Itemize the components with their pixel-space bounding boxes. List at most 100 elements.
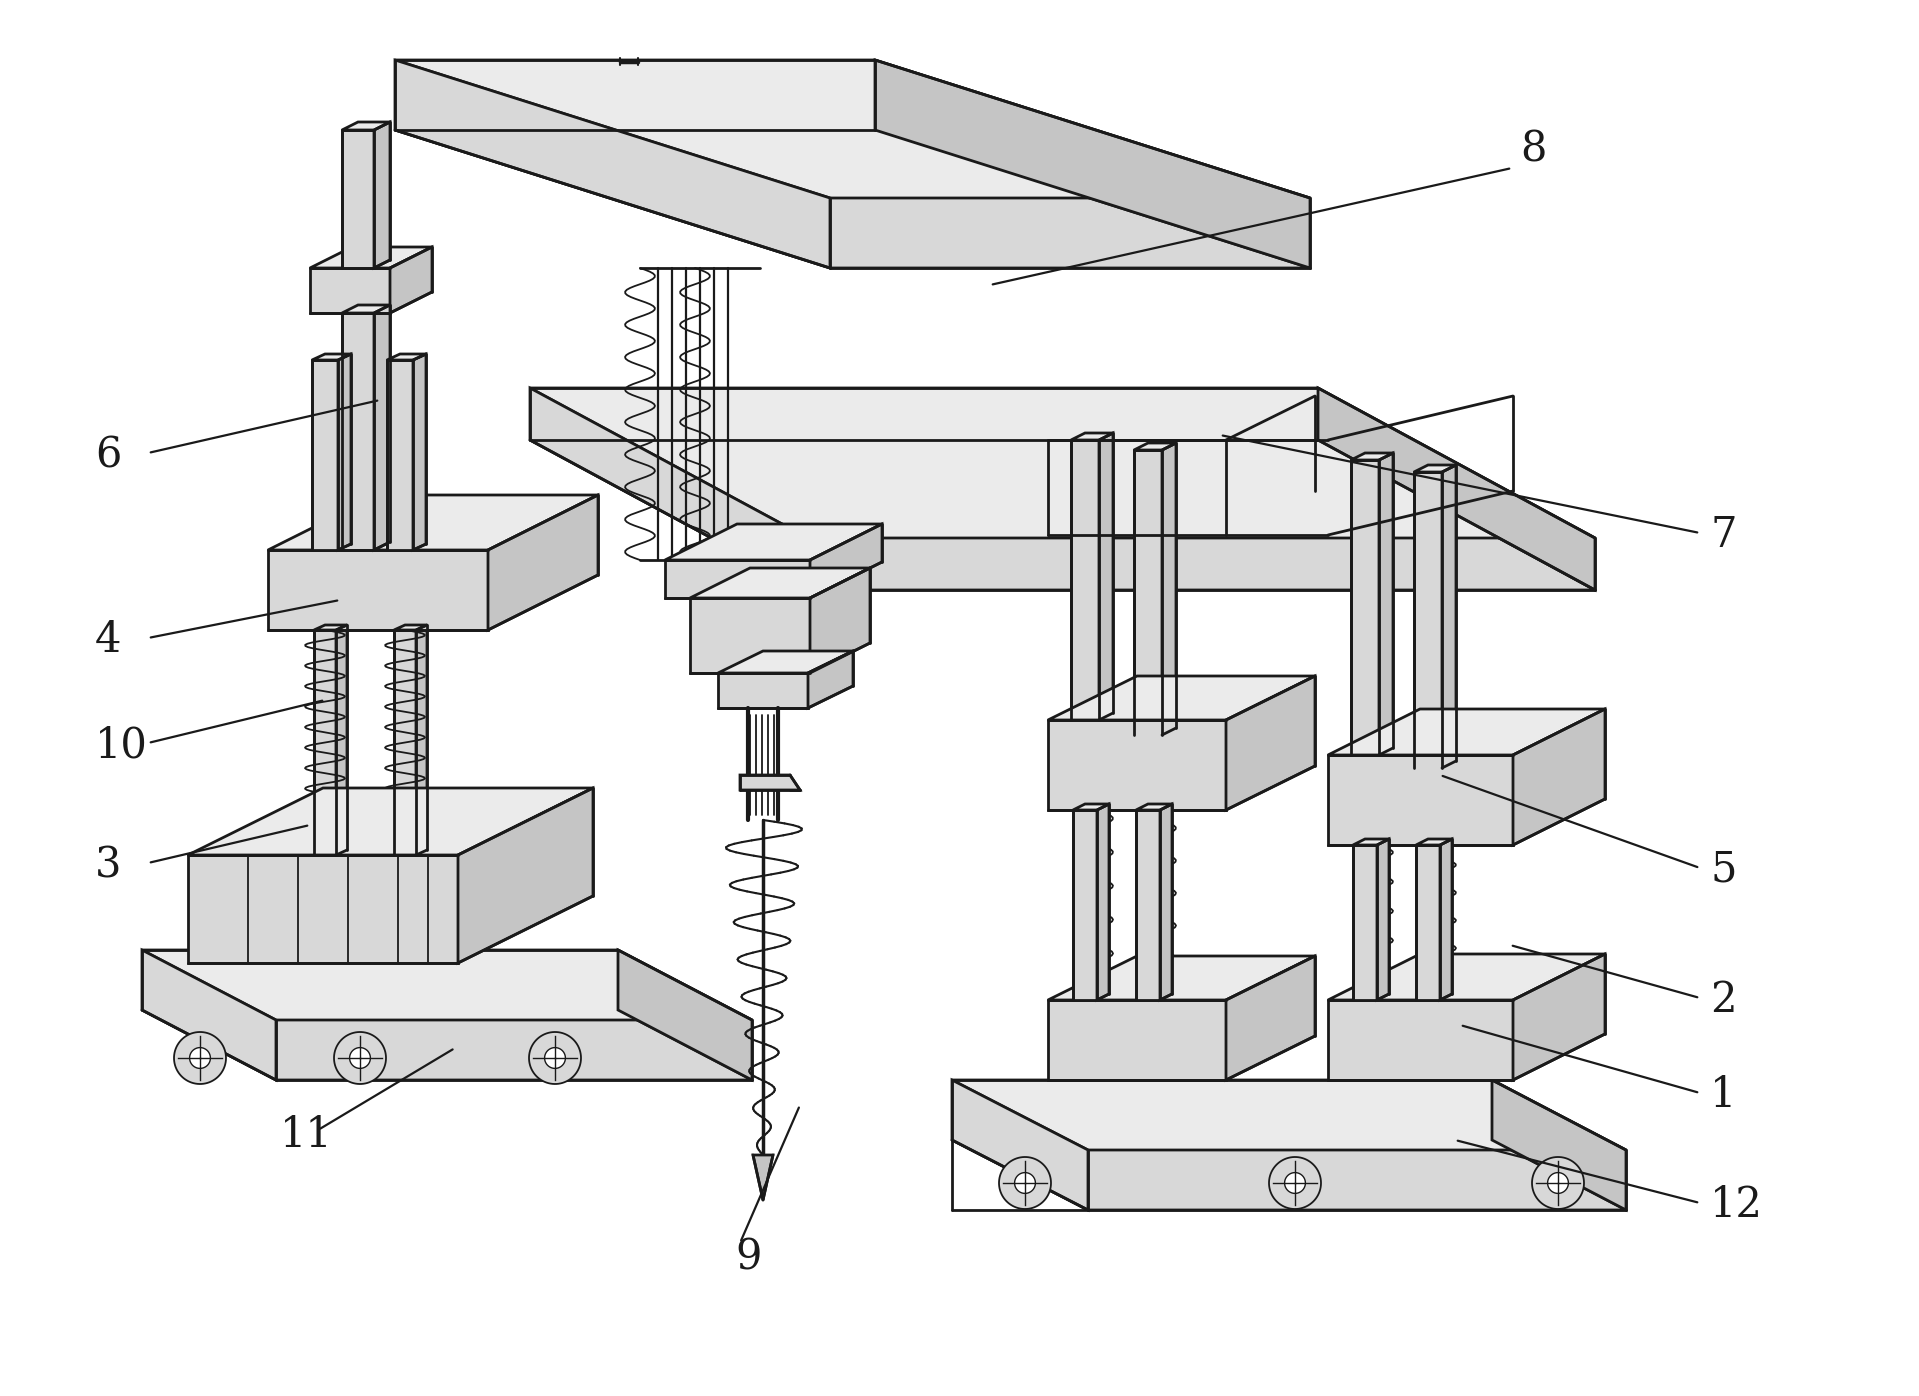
Polygon shape bbox=[810, 568, 869, 673]
Polygon shape bbox=[1136, 804, 1173, 810]
Polygon shape bbox=[1073, 804, 1109, 810]
Polygon shape bbox=[1328, 1000, 1512, 1081]
Polygon shape bbox=[395, 130, 1311, 268]
Polygon shape bbox=[691, 568, 869, 597]
Polygon shape bbox=[1071, 440, 1100, 720]
Polygon shape bbox=[390, 247, 432, 313]
Polygon shape bbox=[374, 121, 390, 268]
Polygon shape bbox=[952, 1081, 1625, 1150]
Polygon shape bbox=[1353, 845, 1378, 1000]
Polygon shape bbox=[952, 1081, 1088, 1210]
Polygon shape bbox=[1416, 845, 1439, 1000]
Polygon shape bbox=[1048, 956, 1315, 1000]
Polygon shape bbox=[1071, 433, 1113, 440]
Polygon shape bbox=[313, 360, 338, 550]
Polygon shape bbox=[1318, 388, 1595, 591]
Polygon shape bbox=[336, 625, 347, 854]
Text: 4: 4 bbox=[96, 618, 121, 660]
Polygon shape bbox=[1284, 1173, 1305, 1194]
Polygon shape bbox=[1226, 956, 1315, 1081]
Polygon shape bbox=[142, 951, 752, 1020]
Polygon shape bbox=[1512, 953, 1604, 1081]
Polygon shape bbox=[142, 951, 276, 1081]
Polygon shape bbox=[416, 625, 428, 854]
Polygon shape bbox=[1414, 472, 1441, 768]
Polygon shape bbox=[142, 1009, 752, 1081]
Polygon shape bbox=[666, 560, 810, 597]
Text: 6: 6 bbox=[96, 434, 121, 476]
Polygon shape bbox=[530, 440, 1595, 591]
Polygon shape bbox=[741, 775, 800, 790]
Polygon shape bbox=[1351, 452, 1393, 461]
Polygon shape bbox=[395, 60, 831, 268]
Polygon shape bbox=[718, 651, 854, 673]
Polygon shape bbox=[545, 1047, 566, 1068]
Polygon shape bbox=[1353, 839, 1389, 845]
Polygon shape bbox=[1547, 1173, 1568, 1194]
Polygon shape bbox=[618, 951, 752, 1081]
Polygon shape bbox=[1048, 676, 1315, 720]
Polygon shape bbox=[1098, 804, 1109, 1000]
Polygon shape bbox=[530, 388, 1595, 537]
Polygon shape bbox=[1328, 755, 1512, 845]
Text: 12: 12 bbox=[1710, 1184, 1764, 1226]
Text: 10: 10 bbox=[96, 725, 148, 766]
Polygon shape bbox=[1531, 1157, 1583, 1209]
Polygon shape bbox=[1159, 804, 1173, 1000]
Polygon shape bbox=[1268, 1157, 1320, 1209]
Polygon shape bbox=[311, 247, 432, 268]
Polygon shape bbox=[1134, 450, 1163, 736]
Text: 2: 2 bbox=[1710, 979, 1737, 1020]
Polygon shape bbox=[1100, 433, 1113, 720]
Polygon shape bbox=[530, 1032, 581, 1085]
Text: 11: 11 bbox=[280, 1114, 332, 1156]
Polygon shape bbox=[1416, 839, 1453, 845]
Text: 9: 9 bbox=[735, 1237, 762, 1279]
Text: 3: 3 bbox=[96, 845, 121, 886]
Polygon shape bbox=[395, 60, 1311, 198]
Polygon shape bbox=[1328, 709, 1604, 755]
Polygon shape bbox=[175, 1032, 226, 1085]
Polygon shape bbox=[530, 388, 808, 591]
Polygon shape bbox=[487, 496, 599, 630]
Polygon shape bbox=[1491, 1081, 1625, 1210]
Text: 7: 7 bbox=[1710, 514, 1737, 556]
Polygon shape bbox=[1048, 720, 1226, 810]
Polygon shape bbox=[388, 360, 413, 550]
Polygon shape bbox=[338, 355, 351, 550]
Polygon shape bbox=[393, 625, 428, 630]
Polygon shape bbox=[1351, 461, 1380, 755]
Polygon shape bbox=[188, 854, 459, 963]
Polygon shape bbox=[1000, 1157, 1052, 1209]
Text: 5: 5 bbox=[1710, 849, 1737, 891]
Polygon shape bbox=[349, 1047, 370, 1068]
Polygon shape bbox=[313, 355, 351, 360]
Polygon shape bbox=[952, 1141, 1625, 1210]
Polygon shape bbox=[1380, 452, 1393, 755]
Polygon shape bbox=[190, 1047, 211, 1068]
Polygon shape bbox=[342, 313, 374, 550]
Polygon shape bbox=[1414, 465, 1457, 472]
Polygon shape bbox=[752, 1154, 773, 1201]
Polygon shape bbox=[315, 625, 347, 630]
Polygon shape bbox=[810, 524, 883, 597]
Polygon shape bbox=[388, 355, 426, 360]
Polygon shape bbox=[342, 121, 390, 130]
Polygon shape bbox=[1226, 676, 1315, 810]
Polygon shape bbox=[1048, 1000, 1226, 1081]
Polygon shape bbox=[311, 268, 390, 313]
Polygon shape bbox=[666, 524, 883, 560]
Polygon shape bbox=[374, 304, 390, 550]
Polygon shape bbox=[1163, 443, 1176, 736]
Polygon shape bbox=[1439, 839, 1453, 1000]
Polygon shape bbox=[393, 630, 416, 854]
Polygon shape bbox=[413, 355, 426, 550]
Polygon shape bbox=[334, 1032, 386, 1085]
Polygon shape bbox=[269, 496, 599, 550]
Text: 1: 1 bbox=[1710, 1074, 1737, 1115]
Polygon shape bbox=[188, 787, 593, 854]
Polygon shape bbox=[691, 597, 810, 673]
Polygon shape bbox=[1073, 810, 1098, 1000]
Polygon shape bbox=[1328, 953, 1604, 1000]
Polygon shape bbox=[718, 673, 808, 708]
